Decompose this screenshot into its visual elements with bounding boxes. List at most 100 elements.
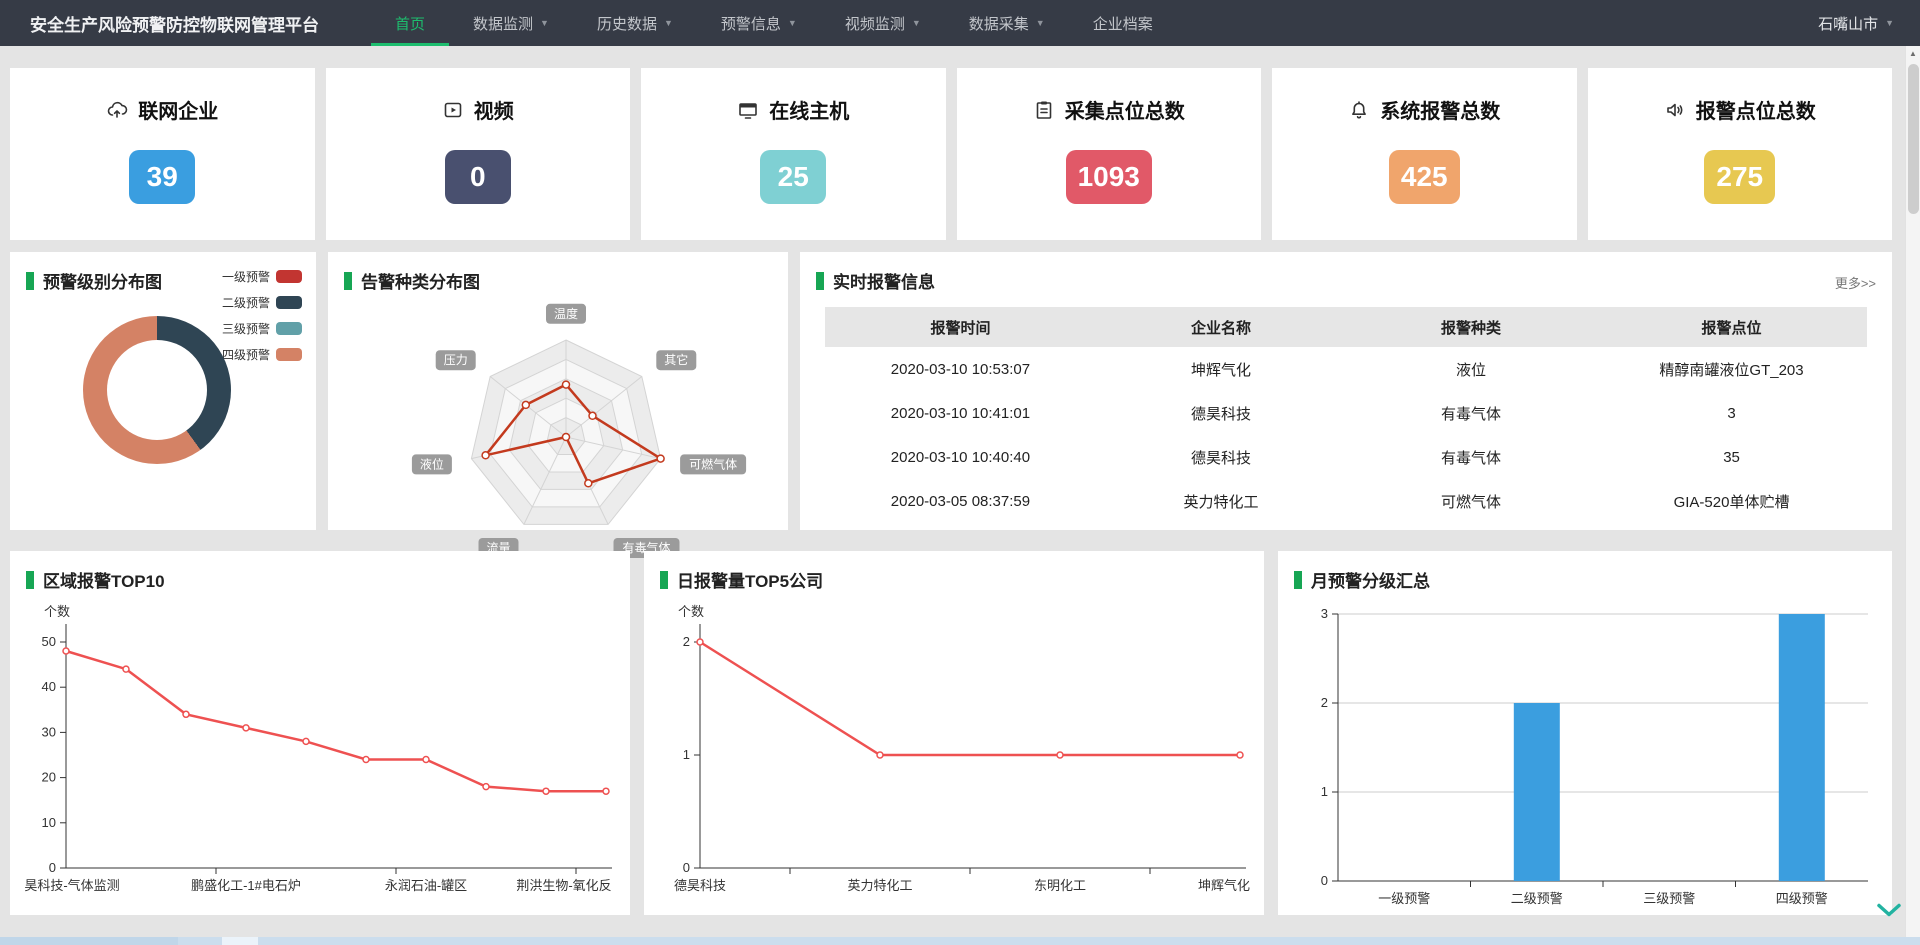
svg-text:昊科技-气体监测: 昊科技-气体监测 xyxy=(24,878,119,893)
table-header-row: 报警时间 企业名称 报警种类 报警点位 xyxy=(825,307,1867,347)
panel-realtime-alarms: 实时报警信息 更多>> 报警时间 企业名称 报警种类 报警点位 2020-03-… xyxy=(800,252,1892,530)
more-link[interactable]: 更多>> xyxy=(1834,276,1876,291)
video-icon xyxy=(442,99,464,121)
panel-title: 区域报警TOP10 xyxy=(43,572,165,591)
speaker-icon xyxy=(1664,99,1686,121)
title-accent-bar xyxy=(26,570,34,589)
nav-item-data-monitor[interactable]: 数据监测 ▼ xyxy=(473,15,549,33)
chevron-down-icon: ▼ xyxy=(1035,18,1045,28)
stat-card-collect-points: 采集点位总数 1093 xyxy=(956,68,1261,240)
svg-text:40: 40 xyxy=(42,679,56,694)
bottom-edge-segment xyxy=(222,937,258,945)
panel-region-alarm-top10: 区域报警TOP10 0 10 20 30 40 50 个数 昊科技-气体监测 鹏盛化工-1#电石… xyxy=(10,551,630,915)
svg-text:10: 10 xyxy=(42,815,56,830)
legend-swatch xyxy=(276,270,302,283)
panel-alarm-level-distribution: 预警级别分布图 一级预警 二级预警 三级预警 四级预警 xyxy=(10,252,316,530)
stat-card-value: 425 xyxy=(1388,150,1460,204)
monitor-icon xyxy=(737,99,759,121)
table-row: 2020-03-05 08:37:59 英力特化工 可燃气体 GIA-520单体… xyxy=(890,492,1790,511)
nav-item-data-collect[interactable]: 数据采集 ▼ xyxy=(968,15,1045,33)
svg-text:鹏盛化工-1#电石炉: 鹏盛化工-1#电石炉 xyxy=(191,878,301,893)
svg-text:0: 0 xyxy=(49,860,56,875)
stat-card-label: 视频 xyxy=(473,101,514,123)
svg-text:可燃气体: 可燃气体 xyxy=(689,456,737,471)
stat-card-enterprises: 联网企业 39 xyxy=(10,68,315,240)
svg-text:液位: 液位 xyxy=(420,456,444,471)
panel-title: 实时报警信息 xyxy=(833,273,935,292)
svg-text:坤辉气化: 坤辉气化 xyxy=(1198,878,1250,893)
legend-swatch xyxy=(276,322,302,335)
legend-item-level2[interactable]: 二级预警 xyxy=(222,294,302,311)
level-donut[interactable] xyxy=(83,316,231,464)
panel-title: 预警级别分布图 xyxy=(43,273,162,292)
svg-text:二级预警: 二级预警 xyxy=(1511,891,1563,906)
chevron-down-icon: ▼ xyxy=(663,18,673,28)
chevron-down-icon: ▼ xyxy=(787,18,797,28)
title-accent-bar xyxy=(1294,570,1302,589)
vertical-scrollbar[interactable]: ▲ xyxy=(1905,46,1920,937)
svg-text:个数: 个数 xyxy=(678,604,704,619)
stat-card-value: 1093 xyxy=(1065,150,1152,204)
cloud-upload-icon xyxy=(106,99,128,121)
scroll-down-hint-icon[interactable] xyxy=(1876,903,1902,923)
svg-text:2: 2 xyxy=(683,634,690,649)
nav-item-history-data[interactable]: 历史数据 ▼ xyxy=(596,15,673,33)
legend-item-level3[interactable]: 三级预警 xyxy=(222,320,302,337)
stat-card-value: 25 xyxy=(760,150,827,204)
table-row: 2020-03-10 10:41:01 德昊科技 有毒气体 3 xyxy=(890,404,1736,423)
legend-item-level1[interactable]: 一级预警 xyxy=(222,268,302,285)
panel-title: 日报警量TOP5公司 xyxy=(677,572,824,591)
scrollbar-up-arrow-icon[interactable]: ▲ xyxy=(1909,49,1917,58)
scrollbar-thumb[interactable] xyxy=(1908,64,1919,214)
svg-text:20: 20 xyxy=(42,770,56,785)
svg-text:0: 0 xyxy=(683,860,690,875)
svg-text:50: 50 xyxy=(42,634,56,649)
title-accent-bar xyxy=(26,271,34,290)
stat-card-value: 39 xyxy=(129,150,196,204)
stat-cards-row: 联网企业 39 视频 0 在线主机 25 xyxy=(10,68,1892,240)
alarm-type-radar[interactable]: 温度 其它 可燃气体 有毒气体 流量 液位 压力 xyxy=(328,295,788,564)
bell-icon xyxy=(1348,99,1370,121)
app-title: 安全生产风险预警防控物联网管理平台 xyxy=(30,15,319,35)
donut-hole xyxy=(107,340,207,440)
col-alarm-time: 报警时间 xyxy=(825,307,1096,347)
col-alarm-type: 报警种类 xyxy=(1345,307,1597,347)
clipboard-icon xyxy=(1033,99,1055,121)
daily-top5-line-chart[interactable]: 0 1 2 个数 德昊科技 英力特化工 东明化工 坤辉气化 xyxy=(652,596,1264,921)
legend-item-level4[interactable]: 四级预警 xyxy=(222,346,302,363)
main-nav: 首页 数据监测 ▼ 历史数据 ▼ 预警信息 ▼ 视频监测 ▼ 数据采集 ▼ 企业… xyxy=(371,0,1177,46)
table-row: 2020-03-10 10:53:07 坤辉气化 液位 精醇南罐液位GT_203 xyxy=(890,360,1804,379)
chevron-down-icon: ▼ xyxy=(911,18,921,28)
svg-text:一级预警: 一级预警 xyxy=(1378,891,1430,906)
nav-item-video-monitor[interactable]: 视频监测 ▼ xyxy=(844,15,921,33)
legend-swatch xyxy=(276,348,302,361)
region-selector[interactable]: 石嘴山市 ▼ xyxy=(1818,15,1894,33)
stat-card-label: 报警点位总数 xyxy=(1695,101,1816,123)
svg-text:30: 30 xyxy=(42,724,56,739)
chevron-down-icon: ▼ xyxy=(1885,18,1894,28)
nav-item-warning-info[interactable]: 预警信息 ▼ xyxy=(720,15,797,33)
middle-panels-row: 预警级别分布图 一级预警 二级预警 三级预警 四级预警 xyxy=(10,252,1892,558)
stat-card-label: 联网企业 xyxy=(138,101,219,123)
panel-title: 告警种类分布图 xyxy=(361,273,480,292)
table-row: 2020-03-10 10:40:40 德昊科技 有毒气体 35 xyxy=(890,448,1740,467)
nav-item-enterprise-files[interactable]: 企业档案 xyxy=(1092,15,1153,33)
stat-card-online-hosts: 在线主机 25 xyxy=(641,68,946,240)
donut-legend: 一级预警 二级预警 三级预警 四级预警 xyxy=(222,268,302,372)
svg-text:3: 3 xyxy=(1321,606,1328,621)
monthly-summary-bar-chart[interactable]: 0 1 2 3 一级预警 二级预警 三级预警 四级预警 xyxy=(1286,596,1892,931)
title-accent-bar xyxy=(816,271,824,290)
stat-card-system-alarms: 系统报警总数 425 xyxy=(1272,68,1577,240)
svg-text:荆洪生物-氧化反: 荆洪生物-氧化反 xyxy=(516,878,611,893)
panel-daily-alarm-top5: 日报警量TOP5公司 0 1 2 个数 德昊科技 英力特化工 东明化工 坤辉气化 xyxy=(644,551,1264,915)
nav-item-home[interactable]: 首页 xyxy=(371,0,450,46)
panel-alarm-type-distribution: 告警种类分布图 温度 其它 可燃气体 有毒气体 流量 液位 压力 xyxy=(328,252,788,558)
title-accent-bar xyxy=(660,570,668,589)
region-top10-line-chart[interactable]: 0 10 20 30 40 50 个数 昊科技-气体监测 鹏盛化工-1#电石炉 永润石油-罐区 荆洪… xyxy=(18,596,630,921)
bottom-panels-row: 区域报警TOP10 0 10 20 30 40 50 个数 昊科技-气体监测 鹏盛化工-1#电石… xyxy=(10,551,1892,915)
stat-card-value: 0 xyxy=(444,150,511,204)
realtime-alarm-table: 报警时间 企业名称 报警种类 报警点位 2020-03-10 10:53:07 … xyxy=(825,307,1867,523)
svg-text:三级预警: 三级预警 xyxy=(1643,891,1695,906)
title-accent-bar xyxy=(344,271,352,290)
panel-monthly-warning-summary: 月预警分级汇总 0 1 2 3 一级预警 二级预警 三级预警 四级预警 xyxy=(1278,551,1892,915)
